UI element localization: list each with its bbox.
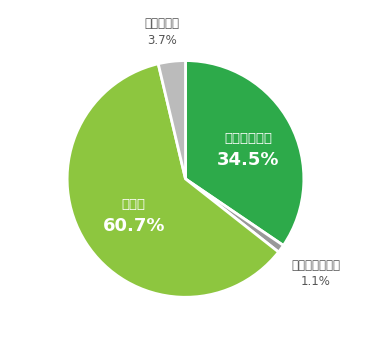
Text: 上がる: 上がる <box>122 199 146 211</box>
Wedge shape <box>67 64 279 297</box>
Text: 34.5%: 34.5% <box>217 151 279 169</box>
Text: とても上がる: とても上がる <box>224 132 272 145</box>
Wedge shape <box>186 61 304 245</box>
Wedge shape <box>186 179 283 252</box>
Text: 上がらない: 上がらない <box>145 17 180 30</box>
Wedge shape <box>158 61 186 179</box>
Text: 1.1%: 1.1% <box>301 275 331 288</box>
Text: 全く上がらない: 全く上がらない <box>291 258 340 272</box>
Text: 60.7%: 60.7% <box>102 217 165 235</box>
Text: 3.7%: 3.7% <box>147 34 177 47</box>
